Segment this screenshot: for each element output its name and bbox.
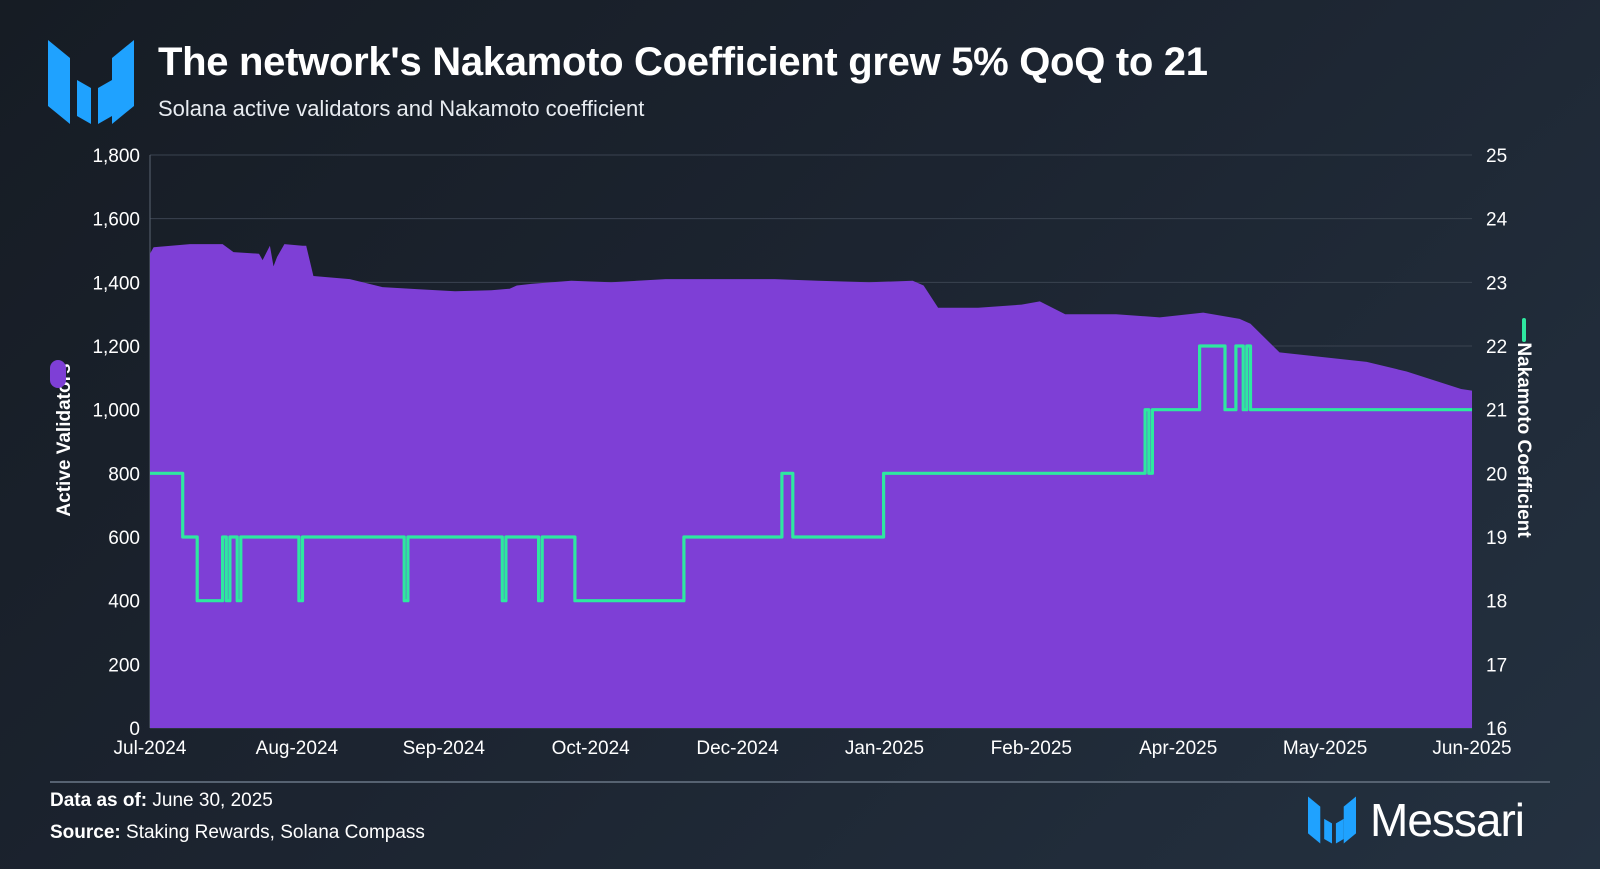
right-axis-ticks: 16 17 18 19 20 21 22 23 24 25 xyxy=(1486,146,1508,740)
validators-area xyxy=(150,244,1472,728)
right-tick-label: 19 xyxy=(1486,528,1507,549)
source-label: Source: xyxy=(50,822,121,843)
source: Source: Staking Rewards, Solana Compass xyxy=(50,822,425,844)
right-tick-label: 18 xyxy=(1486,592,1507,613)
left-tick-label: 0 xyxy=(129,719,140,740)
brand-wordmark: Messari xyxy=(1370,794,1525,846)
x-tick-label: Feb-2025 xyxy=(991,738,1072,759)
left-tick-label: 600 xyxy=(108,528,140,549)
x-tick-label: Aug-2024 xyxy=(256,738,339,759)
left-tick-label: 1,000 xyxy=(92,401,140,422)
right-tick-label: 20 xyxy=(1486,464,1507,485)
nakamoto-legend-swatch xyxy=(1522,318,1526,342)
x-tick-label: Oct-2024 xyxy=(552,738,631,759)
left-tick-label: 1,400 xyxy=(92,273,140,294)
right-tick-label: 16 xyxy=(1486,719,1507,740)
left-tick-label: 1,200 xyxy=(92,337,140,358)
right-tick-label: 24 xyxy=(1486,210,1508,231)
left-axis-title-group: Active Validators xyxy=(50,360,75,517)
brand-lockup: Messari xyxy=(1308,794,1525,846)
left-axis-title: Active Validators xyxy=(54,363,75,516)
x-tick-label: Jan-2025 xyxy=(845,738,924,759)
source-value: Staking Rewards, Solana Compass xyxy=(126,822,425,843)
x-tick-label: Dec-2024 xyxy=(696,738,779,759)
x-tick-label: Apr-2025 xyxy=(1139,738,1217,759)
right-tick-label: 17 xyxy=(1486,655,1507,676)
left-tick-label: 200 xyxy=(108,655,140,676)
validators-legend-swatch xyxy=(50,360,66,388)
left-tick-label: 1,600 xyxy=(92,210,140,231)
x-tick-label: Jun-2025 xyxy=(1432,738,1511,759)
axis-labels: Active Validators Nakamoto Coefficient xyxy=(50,318,1534,538)
left-axis-ticks: 0 200 400 600 800 1,000 1,200 1,400 1,600 1,800 xyxy=(92,146,140,740)
messari-brand-icon xyxy=(1308,796,1356,844)
x-tick-label: Sep-2024 xyxy=(403,738,486,759)
page-title: The network's Nakamoto Coefficient grew … xyxy=(158,40,1208,84)
nakamoto-line-layer xyxy=(150,344,1472,603)
page-subtitle: Solana active validators and Nakamoto co… xyxy=(158,96,645,121)
chart: 0 200 400 600 800 1,000 1,200 1,400 1,600 1,800 1… xyxy=(50,146,1534,759)
left-tick-label: 400 xyxy=(108,592,140,613)
right-tick-label: 23 xyxy=(1486,273,1507,294)
right-tick-label: 25 xyxy=(1486,146,1507,167)
footer-divider xyxy=(50,781,1550,783)
data-as-of-label: Data as of: xyxy=(50,790,148,811)
x-tick-label: May-2025 xyxy=(1283,738,1368,759)
messari-logo-icon xyxy=(48,40,134,124)
right-axis-title: Nakamoto Coefficient xyxy=(1513,342,1534,538)
x-tick-label: Jul-2024 xyxy=(114,738,187,759)
validators-area-layer xyxy=(150,244,1472,728)
right-tick-label: 21 xyxy=(1486,401,1507,422)
data-as-of-value: June 30, 2025 xyxy=(152,790,273,811)
x-axis-ticks: Jul-2024 Aug-2024 Sep-2024 Oct-2024 Dec-2024… xyxy=(114,738,1512,759)
nakamoto-line xyxy=(150,344,1472,603)
right-tick-label: 22 xyxy=(1486,337,1507,358)
data-as-of: Data as of: June 30, 2025 xyxy=(50,790,273,812)
right-axis-title-group: Nakamoto Coefficient xyxy=(1513,318,1534,538)
left-tick-label: 1,800 xyxy=(92,146,140,167)
left-tick-label: 800 xyxy=(108,464,140,485)
